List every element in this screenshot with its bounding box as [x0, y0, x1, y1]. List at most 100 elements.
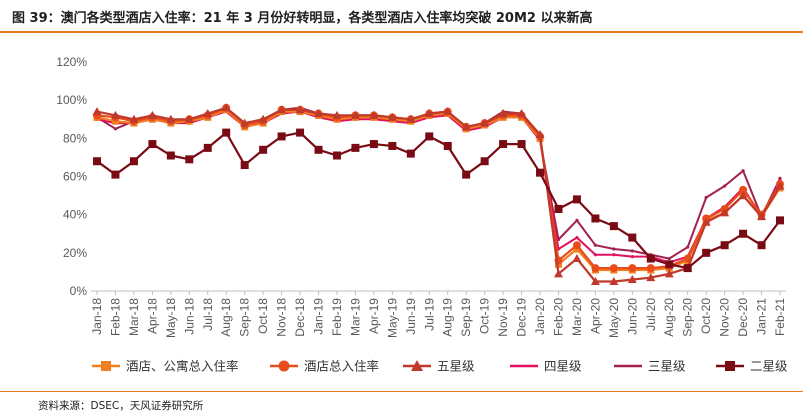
data-point [612, 253, 616, 257]
data-point [720, 241, 729, 250]
data-point [240, 161, 249, 170]
data-point [667, 256, 671, 261]
legend-label: 二星级 [750, 359, 788, 374]
x-tick-label: Oct-19 [478, 298, 492, 334]
data-point [203, 143, 212, 152]
x-tick-label: Aug-18 [219, 298, 233, 337]
data-point [628, 264, 637, 273]
legend-marker [278, 360, 290, 372]
data-point [184, 114, 194, 123]
data-point [480, 118, 490, 127]
data-point [443, 107, 453, 116]
legend-item: 酒店总入住率 [270, 359, 379, 374]
x-tick-label: Apr-20 [588, 298, 602, 334]
data-point [627, 275, 637, 284]
data-point [369, 140, 378, 149]
data-point [277, 132, 286, 141]
x-tick-label: Nov-20 [718, 298, 732, 337]
data-point [609, 264, 618, 273]
y-tick-label: 100% [56, 93, 87, 107]
legend-label: 五星级 [437, 359, 475, 374]
x-tick-label: Sep-20 [681, 298, 695, 337]
x-tick-label: Jul-19 [422, 298, 436, 331]
title-rule [0, 31, 803, 33]
data-point [612, 247, 616, 251]
data-point [350, 110, 360, 119]
data-point [388, 141, 397, 150]
data-point [110, 110, 120, 119]
legend-marker [725, 361, 735, 371]
data-point [480, 157, 489, 166]
data-point [517, 140, 526, 149]
data-point [554, 204, 563, 213]
data-point [258, 114, 268, 123]
data-point [295, 105, 305, 114]
x-tick-label: Jun-20 [625, 298, 639, 335]
series-6 [93, 128, 784, 273]
data-point [572, 254, 582, 263]
data-point [499, 140, 508, 149]
legend-item: 酒店、公寓总入住率 [92, 359, 239, 374]
x-tick-label: Jan-18 [90, 298, 104, 335]
data-point [593, 243, 598, 247]
data-point [185, 155, 194, 164]
x-tick-label: Feb-19 [330, 298, 344, 336]
data-point [741, 169, 745, 173]
data-point [664, 269, 674, 278]
data-point [739, 185, 748, 194]
data-point [111, 170, 120, 179]
data-point [536, 168, 545, 177]
data-point [351, 143, 360, 152]
data-point [646, 273, 656, 282]
data-point [757, 212, 767, 221]
data-point [129, 114, 139, 123]
data-point [535, 130, 545, 139]
data-point [575, 235, 579, 240]
y-tick-label: 60% [63, 170, 87, 184]
x-tick-label: Feb-21 [773, 298, 787, 336]
data-point [406, 114, 416, 123]
x-tick-label: Mar-19 [348, 298, 362, 336]
data-point [424, 109, 434, 118]
figure-title: 图 39：澳门各类型酒店入住率：21 年 3 月份好转明显，各类型酒店入住率均突… [12, 11, 593, 26]
legend-marker [101, 361, 111, 371]
x-tick-label: Aug-19 [441, 298, 455, 337]
series-line [96, 131, 781, 270]
x-tick-label: Jan-20 [533, 298, 547, 335]
x-tick-label: Jun-19 [404, 298, 418, 335]
x-tick-label: Feb-20 [551, 298, 565, 336]
data-point [406, 149, 415, 158]
data-point [461, 122, 471, 131]
series-line [96, 106, 781, 270]
data-point [221, 103, 231, 112]
data-point [93, 157, 101, 166]
data-point [462, 170, 471, 179]
data-point [332, 110, 342, 119]
series-1 [93, 106, 784, 274]
x-tick-label: Sep-18 [238, 298, 252, 337]
legend-marker [411, 360, 423, 371]
data-point [776, 216, 784, 225]
data-point [296, 128, 305, 137]
data-point [609, 276, 619, 285]
x-tick-label: Apr-18 [145, 298, 159, 334]
data-point [425, 132, 434, 141]
data-point [129, 157, 138, 166]
data-point [387, 112, 397, 121]
data-point [314, 109, 324, 118]
x-tick-label: Nov-19 [496, 298, 510, 337]
series-line [96, 106, 781, 260]
y-tick-label: 120% [56, 55, 87, 69]
data-point [240, 118, 250, 127]
x-tick-label: Dec-18 [293, 298, 307, 337]
data-point [166, 151, 175, 160]
data-point [686, 245, 690, 249]
data-point [683, 264, 692, 273]
data-point [166, 114, 176, 123]
data-point [739, 229, 748, 238]
series-line [96, 106, 781, 283]
y-tick-label: 80% [63, 131, 87, 145]
x-tick-label: May-18 [164, 298, 178, 338]
x-tick-label: May-19 [385, 298, 399, 338]
